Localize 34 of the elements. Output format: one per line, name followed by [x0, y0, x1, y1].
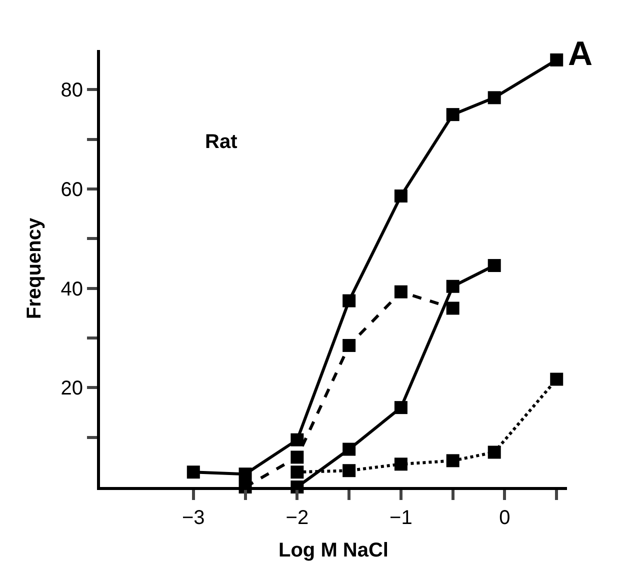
point [342, 464, 356, 478]
y-axis-title: Frequency [23, 217, 46, 320]
point [394, 458, 408, 471]
y-tick-label: 80 [60, 80, 83, 102]
x-tick-label: 0 [499, 507, 510, 529]
point [342, 294, 356, 308]
point [550, 372, 564, 386]
y-tick-label: 20 [60, 378, 83, 400]
point [290, 433, 304, 446]
y-tick-label: 40 [60, 278, 83, 300]
x-tick-label: −2 [286, 507, 309, 529]
point [394, 285, 408, 298]
text: A [568, 35, 593, 73]
point [488, 446, 501, 459]
point [446, 108, 460, 122]
point [488, 259, 501, 272]
x-tick-label: −3 [182, 507, 205, 529]
x-axis-title: Log M NaCl [278, 540, 388, 562]
annotation: Rat [205, 131, 238, 153]
point [446, 302, 460, 315]
point [488, 91, 501, 104]
point [186, 466, 200, 479]
point [238, 468, 252, 481]
point [446, 454, 460, 468]
point [550, 53, 564, 66]
point [446, 280, 460, 293]
point [290, 466, 304, 479]
point [394, 190, 408, 202]
x-tick-label: −1 [390, 507, 412, 529]
point [342, 442, 356, 456]
y-tick-label: 60 [60, 179, 83, 202]
point [394, 401, 408, 414]
point [290, 450, 304, 464]
point [342, 338, 356, 352]
